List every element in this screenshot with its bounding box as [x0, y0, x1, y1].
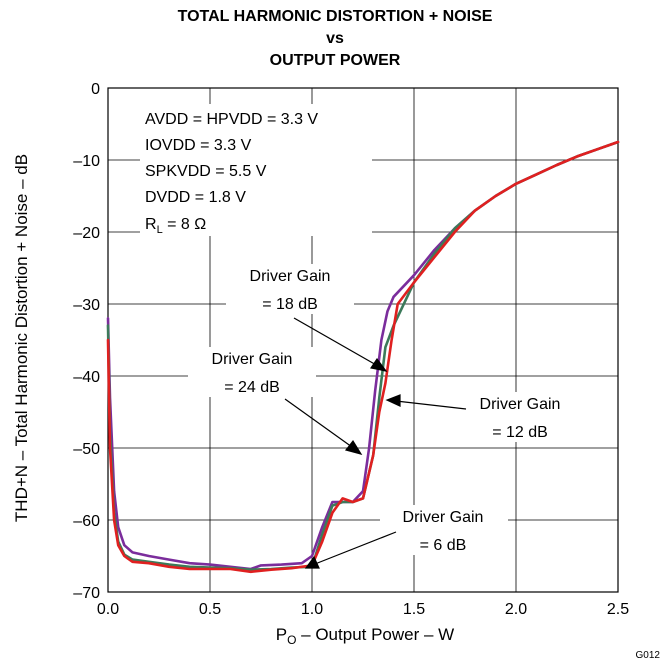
arrowhead-gain-12	[385, 394, 401, 407]
x-tick-label-4: 2.0	[505, 601, 527, 618]
condition-spkvdd: SPKVDD = 5.5 V	[145, 163, 267, 180]
arrowhead-gain-24	[344, 439, 363, 455]
x-tick-label-5: 2.5	[607, 601, 629, 618]
condition-avdd-hpvdd: AVDD = HPVDD = 3.3 V	[145, 111, 318, 128]
annotation-gain-12-line2: = 12 dB	[492, 424, 548, 441]
condition-load-resistance: RL = 8 Ω	[145, 216, 206, 236]
y-tick-label-1: –10	[73, 153, 100, 170]
series-line-3	[106, 140, 620, 574]
arrow-line-gain-18	[293, 317, 379, 367]
annotation-gain-6-line2: = 6 dB	[420, 537, 467, 554]
gain-18-label-background	[226, 264, 354, 314]
y-tick-label-3: –30	[73, 297, 100, 314]
arrow-line-gain-24	[284, 398, 353, 448]
y-tick-label-0: 0	[91, 81, 100, 98]
annotation-gain-12-line1: Driver Gain	[480, 396, 561, 413]
annotation-gain-18-line2: = 18 dB	[262, 296, 318, 313]
chart-title-line-2: vs	[326, 30, 344, 47]
conditions-background	[140, 104, 372, 236]
x-tick-label-1: 0.5	[199, 601, 221, 618]
condition-iovdd: IOVDD = 3.3 V	[145, 137, 252, 154]
gain-12-label-background	[456, 392, 584, 442]
x-tick-label-0: 0.0	[97, 601, 119, 618]
gain-24-label-background	[188, 347, 316, 397]
annotation-arrows	[284, 317, 467, 569]
annotation-gain-6-line1: Driver Gain	[403, 509, 484, 526]
condition-dvdd: DVDD = 1.8 V	[145, 189, 246, 206]
annotation-gain-24-line1: Driver Gain	[212, 351, 293, 368]
chart-title-line-1: TOTAL HARMONIC DISTORTION + NOISE	[178, 8, 493, 25]
y-tick-label-6: –60	[73, 513, 100, 530]
annotation-backgrounds	[140, 104, 584, 555]
series-layer	[106, 140, 620, 574]
y-tick-label-4: –40	[73, 369, 100, 386]
chart-title-line-3: OUTPUT POWER	[270, 52, 401, 69]
x-tick-label-3: 1.5	[403, 601, 425, 618]
arrow-line-gain-6	[314, 531, 397, 565]
y-tick-label-7: –70	[73, 585, 100, 602]
x-tick-label-2: 1.0	[301, 601, 323, 618]
gain-6-label-background	[380, 505, 508, 555]
tick-labels: 0.0 0.5 1.0 1.5 2.0 2.5 0 –10 –20 –30 –40 –50 –60 –70	[73, 81, 629, 618]
arrowhead-gain-18	[370, 357, 388, 372]
figure-code: G012	[636, 650, 661, 661]
arrow-line-gain-12	[395, 400, 467, 410]
annotation-gain-24-line2: = 24 dB	[224, 379, 280, 396]
arrowhead-gain-6	[304, 555, 320, 569]
y-axis-label: THD+N – Total Harmonic Distortion + Nois…	[12, 154, 31, 522]
x-axis-label: PO – Output Power – W	[276, 625, 454, 647]
y-tick-label-2: –20	[73, 225, 100, 242]
annotation-gain-18-line1: Driver Gain	[250, 268, 331, 285]
y-tick-label-5: –50	[73, 441, 100, 458]
